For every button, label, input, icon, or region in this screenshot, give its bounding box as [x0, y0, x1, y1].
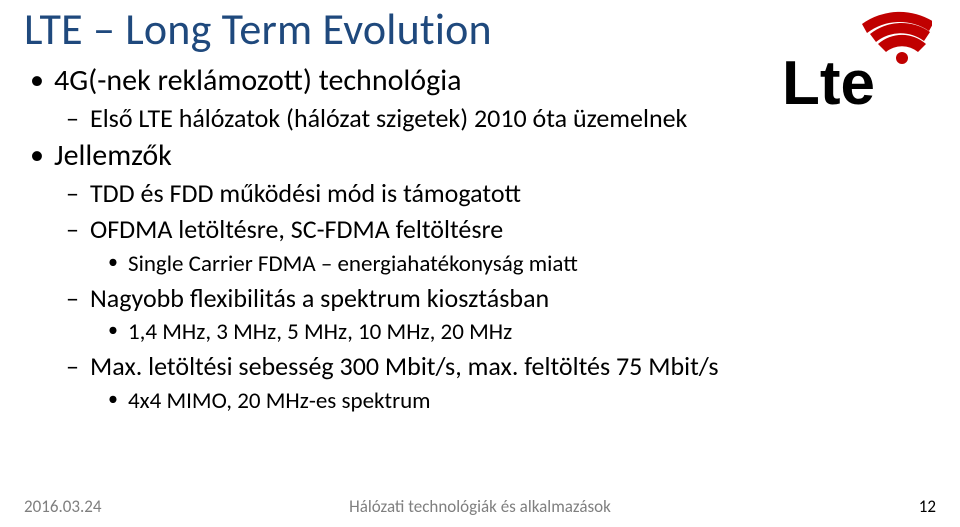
- bullet-item: Jellemzők TDD és FDD működési mód is tám…: [24, 137, 936, 417]
- footer-page: 12: [919, 496, 936, 517]
- bullet-text: 4G(-nek reklámozott) technológia: [54, 62, 461, 99]
- slide-footer: 2016.03.24 Hálózati technológiák és alka…: [24, 496, 936, 517]
- bullet-item: OFDMA letöltésre, SC-FDMA feltöltésre Si…: [54, 213, 936, 280]
- bullet-text: Jellemzők: [54, 137, 172, 174]
- footer-center: Hálózati technológiák és alkalmazások: [24, 496, 936, 517]
- bullet-text: Nagyobb flexibilitás a spektrum kiosztás…: [90, 282, 549, 314]
- bullet-item: TDD és FDD működési mód is támogatott: [54, 177, 936, 211]
- bullet-item: Nagyobb flexibilitás a spektrum kiosztás…: [54, 282, 936, 349]
- bullet-item: 4x4 MIMO, 20 MHz-es spektrum: [90, 386, 936, 417]
- bullet-list: 4G(-nek reklámozott) technológia Első LT…: [24, 62, 936, 417]
- bullet-text: Max. letöltési sebesség 300 Mbit/s, max.…: [90, 350, 719, 382]
- slide: LTE – Long Term Evolution Lte 4G(-nek re…: [0, 0, 960, 527]
- bullet-item: 4G(-nek reklámozott) technológia Első LT…: [24, 62, 936, 135]
- footer-date: 2016.03.24: [24, 496, 102, 517]
- bullet-text: Single Carrier FDMA – energiahatékonyság…: [128, 250, 578, 278]
- bullet-item: 1,4 MHz, 3 MHz, 5 MHz, 10 MHz, 20 MHz: [90, 317, 936, 348]
- bullet-text: 1,4 MHz, 3 MHz, 5 MHz, 10 MHz, 20 MHz: [128, 318, 512, 346]
- bullet-text: 4x4 MIMO, 20 MHz-es spektrum: [128, 387, 431, 415]
- bullet-item: Max. letöltési sebesség 300 Mbit/s, max.…: [54, 350, 936, 417]
- bullet-item: Első LTE hálózatok (hálózat szigetek) 20…: [54, 102, 936, 136]
- bullet-text: TDD és FDD működési mód is támogatott: [90, 177, 521, 209]
- bullet-text: Első LTE hálózatok (hálózat szigetek) 20…: [90, 102, 687, 134]
- bullet-item: Single Carrier FDMA – energiahatékonyság…: [90, 249, 936, 280]
- bullet-text: OFDMA letöltésre, SC-FDMA feltöltésre: [90, 213, 503, 245]
